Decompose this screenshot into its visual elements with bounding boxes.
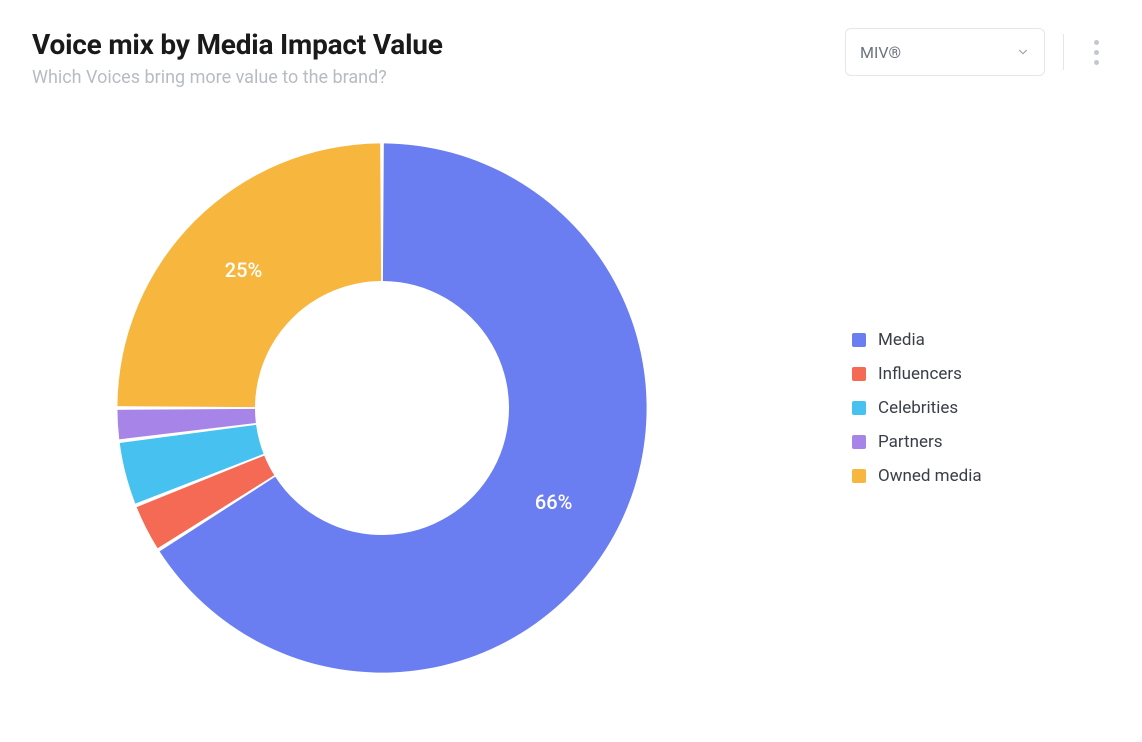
legend-swatch (852, 435, 866, 449)
header-row: Voice mix by Media Impact Value Which Vo… (32, 28, 1110, 88)
legend-swatch (852, 469, 866, 483)
vertical-divider (1063, 34, 1064, 70)
dot-icon (1094, 60, 1099, 65)
donut-chart: 66%25% (32, 128, 732, 688)
legend-item-influencers[interactable]: Influencers (852, 364, 982, 384)
legend-swatch (852, 367, 866, 381)
legend-label: Media (878, 330, 925, 350)
legend-label: Owned media (878, 466, 982, 486)
legend-label: Influencers (878, 364, 962, 384)
content-row: 66%25% Media Influencers Celebrities Partne… (32, 128, 1110, 688)
donut-slice-owned[interactable] (117, 143, 381, 407)
metric-select[interactable]: MIV® (845, 28, 1045, 76)
donut-svg (112, 138, 652, 678)
legend-label: Partners (878, 432, 943, 452)
legend-item-owned[interactable]: Owned media (852, 466, 982, 486)
metric-select-label: MIV® (860, 43, 901, 62)
page-title: Voice mix by Media Impact Value (32, 28, 443, 61)
legend-swatch (852, 401, 866, 415)
legend-item-media[interactable]: Media (852, 330, 982, 350)
header-controls: MIV® (845, 28, 1110, 76)
page-subtitle: Which Voices bring more value to the bra… (32, 67, 443, 88)
more-menu-button[interactable] (1082, 32, 1110, 72)
legend: Media Influencers Celebrities Partners Owned… (852, 330, 982, 486)
legend-item-celebrities[interactable]: Celebrities (852, 398, 982, 418)
legend-label: Celebrities (878, 398, 958, 418)
chevron-down-icon (1016, 45, 1030, 59)
legend-item-partners[interactable]: Partners (852, 432, 982, 452)
dot-icon (1094, 50, 1099, 55)
title-block: Voice mix by Media Impact Value Which Vo… (32, 28, 443, 88)
dot-icon (1094, 40, 1099, 45)
legend-swatch (852, 333, 866, 347)
